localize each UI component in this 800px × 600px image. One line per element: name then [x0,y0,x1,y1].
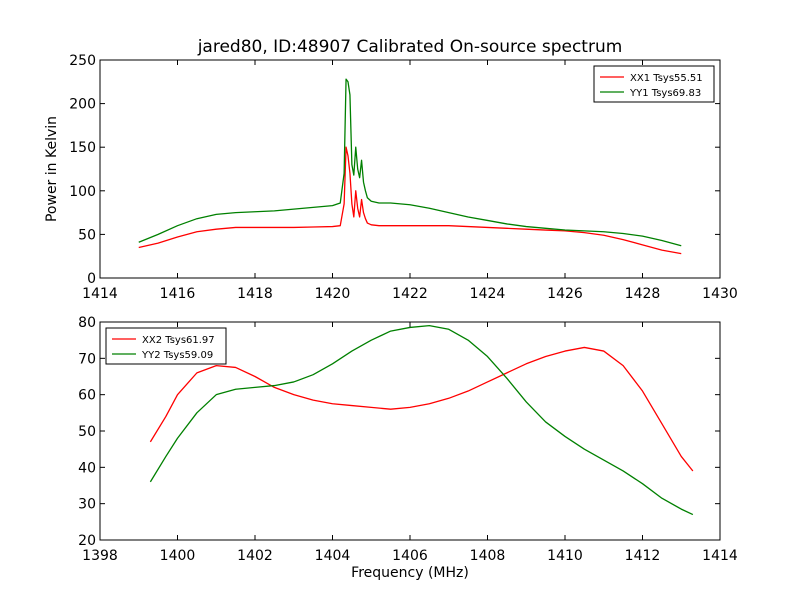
top-y-tick-label-1: 50 [78,227,96,243]
bottom-x-axis-label: Frequency (MHz) [351,565,469,581]
bottom-y-tick-label-6: 80 [78,315,96,331]
top-y-tick-label-4: 200 [69,97,96,113]
bottom-x-tick-label-5: 1408 [470,548,506,564]
top-y-tick-label-0: 0 [87,271,96,287]
bottom-x-tick-label-0: 1398 [82,548,118,564]
bottom-legend-label-1: YY2 Tsys59.09 [141,350,213,361]
top-x-tick-label-8: 1430 [702,286,738,302]
bottom-x-tick-label-1: 1400 [160,548,196,564]
top-x-tick-label-7: 1428 [625,286,661,302]
top-x-tick-label-4: 1422 [392,286,428,302]
top-legend: XX1 Tsys55.51 YY1 Tsys69.83 [593,65,715,103]
figure-title: jared80, ID:48907 Calibrated On-source s… [197,37,623,57]
top-x-tick-label-5: 1424 [470,286,506,302]
top-legend-box [593,65,715,103]
top-y-tick-label-5: 250 [69,53,96,69]
bottom-series-line-1 [149,324,694,516]
bottom-x-tick-label-2: 1402 [237,548,273,564]
bottom-plot: 1398 1400 1402 1404 1406 1408 1410 1412 1414 20 30… [78,315,738,581]
top-legend-label-0: XX1 Tsys55.51 [630,73,703,84]
top-plot: 1414 1416 1418 1420 1422 1424 1426 1428 1430 0 50 1… [44,53,738,302]
top-x-tick-label-1: 1416 [160,286,196,302]
bottom-y-tick-label-0: 20 [78,533,96,549]
bottom-y-tick-label-4: 60 [78,388,96,404]
bottom-legend-label-0: XX2 Tsys61.97 [142,335,215,346]
bottom-legend-box [105,327,227,365]
bottom-x-tick-label-3: 1404 [315,548,351,564]
bottom-x-tick-label-8: 1414 [702,548,738,564]
bottom-x-tick-label-7: 1412 [625,548,661,564]
top-x-tick-label-6: 1426 [547,286,583,302]
bottom-x-tick-label-4: 1406 [392,548,428,564]
top-y-tick-label-3: 150 [69,140,96,156]
top-series-line-1 [138,78,682,247]
bottom-series-line-0 [149,346,694,472]
bottom-y-tick-label-1: 30 [78,497,96,513]
top-x-tick-label-3: 1420 [315,286,351,302]
top-y-tick-label-2: 100 [69,184,96,200]
top-series-line-0 [138,146,682,255]
bottom-y-tick-label-5: 70 [78,351,96,367]
bottom-x-tick-label-6: 1410 [547,548,583,564]
bottom-legend: XX2 Tsys61.97 YY2 Tsys59.09 [105,327,227,365]
bottom-y-tick-label-3: 50 [78,424,96,440]
top-legend-label-1: YY1 Tsys69.83 [629,88,701,99]
bottom-y-tick-label-2: 40 [78,460,96,476]
top-x-tick-label-0: 1414 [82,286,118,302]
top-y-axis-label: Power in Kelvin [44,116,60,222]
top-x-tick-label-2: 1418 [237,286,273,302]
